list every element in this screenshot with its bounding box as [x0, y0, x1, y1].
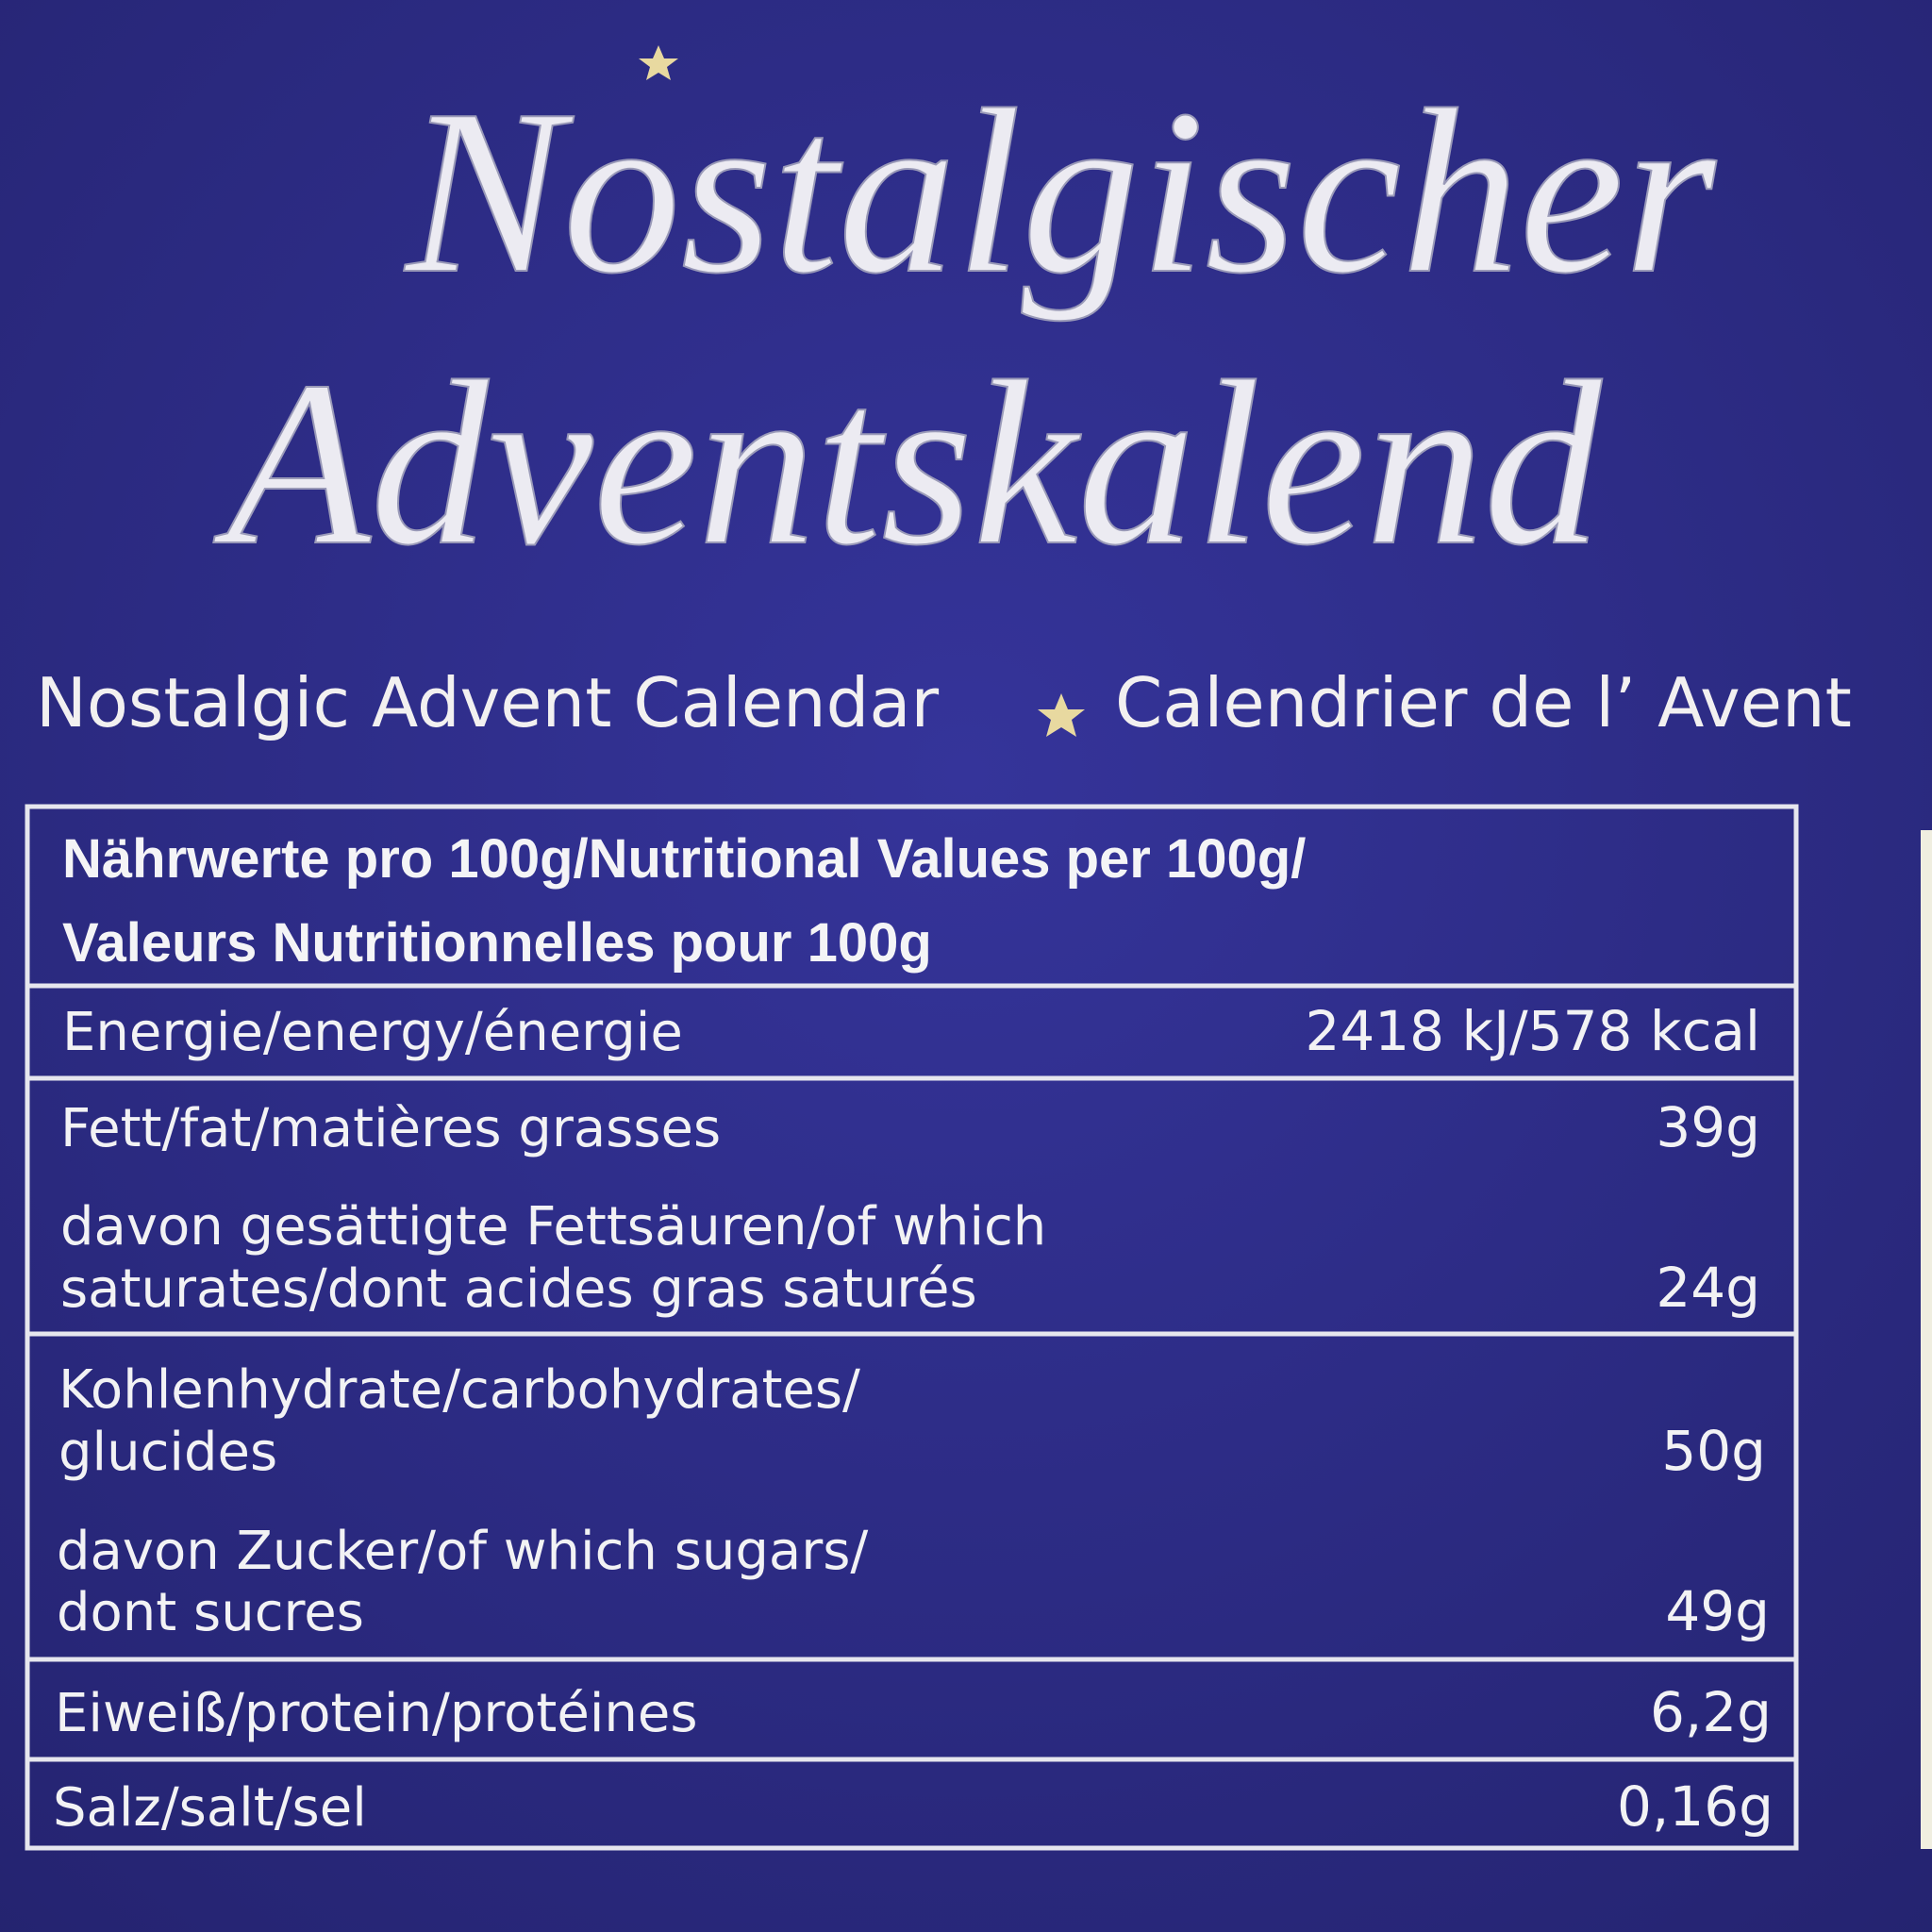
row-label: glucides — [58, 1422, 277, 1483]
star — [1038, 693, 1085, 737]
row-value: 24g — [1656, 1256, 1760, 1320]
table-heading: Nährwerte pro 100g/Nutritional Values pe… — [62, 828, 1306, 890]
row-label: davon gesättigte Fettsäuren/of which — [60, 1196, 1046, 1257]
title: Nostalgischer — [404, 61, 1718, 323]
row-label: saturates/dont acides gras saturés — [60, 1258, 977, 1320]
title: Adventskalend — [213, 333, 1603, 594]
row-label: Salz/salt/sel — [53, 1777, 367, 1839]
row-label: Fett/fat/matières grasses — [60, 1098, 721, 1159]
table-border — [25, 804, 1799, 1851]
row-label: Energie/energy/énergie — [62, 1002, 683, 1063]
row-label: dont sucres — [57, 1582, 364, 1643]
nutrition-table: Nährwerte pro 100g/Nutritional Values pe… — [25, 804, 1799, 1851]
edge-strip — [1921, 830, 1932, 1849]
row-value: 0,16g — [1617, 1774, 1774, 1839]
row-value: 49g — [1665, 1579, 1770, 1643]
subtitle: Nostalgic Advent Calendar — [36, 663, 939, 742]
table-heading: Valeurs Nutritionnelles pour 100g — [62, 912, 932, 974]
row-label: Eiweiß/protein/protéines — [55, 1683, 698, 1744]
row-label: davon Zucker/of which sugars/ — [57, 1521, 868, 1582]
row-label: Kohlenhydrate/carbohydrates/ — [58, 1359, 860, 1421]
row-value: 2418 kJ/578 kcal — [1305, 999, 1760, 1063]
subtitle: Calendrier de l’ Avent — [1115, 663, 1852, 742]
row-value: 39g — [1656, 1095, 1760, 1159]
star — [639, 45, 678, 80]
row-value: 6,2g — [1650, 1680, 1772, 1744]
row-value: 50g — [1661, 1419, 1766, 1483]
